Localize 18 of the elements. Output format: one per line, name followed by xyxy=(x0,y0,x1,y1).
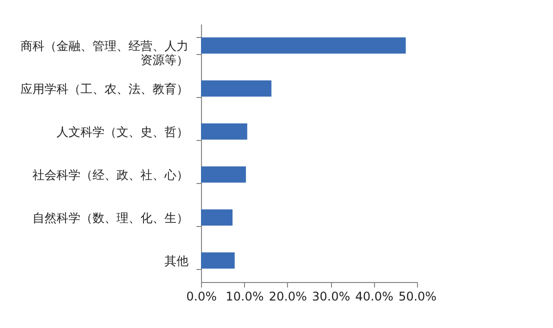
x-tick-label: 50.0% xyxy=(398,290,437,304)
y-tick-label: 应用学科（工、农、法、教育） xyxy=(20,82,188,96)
y-tick-label: 自然科学（数、理、化、生） xyxy=(32,211,188,225)
bar xyxy=(201,123,248,140)
y-tick-label: 其他 xyxy=(164,254,188,268)
x-tick-label: 10.0% xyxy=(226,290,264,304)
x-tick-label: 30.0% xyxy=(312,290,350,304)
y-tick-label: 人文科学（文、史、哲） xyxy=(56,125,188,139)
bar xyxy=(201,80,272,97)
x-tick-label: 20.0% xyxy=(268,290,307,304)
bar xyxy=(201,252,235,269)
y-tick-label: 商科（金融、管理、经营、人力资源等） xyxy=(20,39,188,67)
bar xyxy=(201,166,246,183)
y-tick-label: 社会科学（经、政、社、心） xyxy=(32,168,188,182)
x-tick-label: 40.0% xyxy=(355,290,394,304)
bar xyxy=(201,209,233,226)
x-tick-label: 0.0% xyxy=(186,290,217,304)
bar xyxy=(201,37,406,54)
